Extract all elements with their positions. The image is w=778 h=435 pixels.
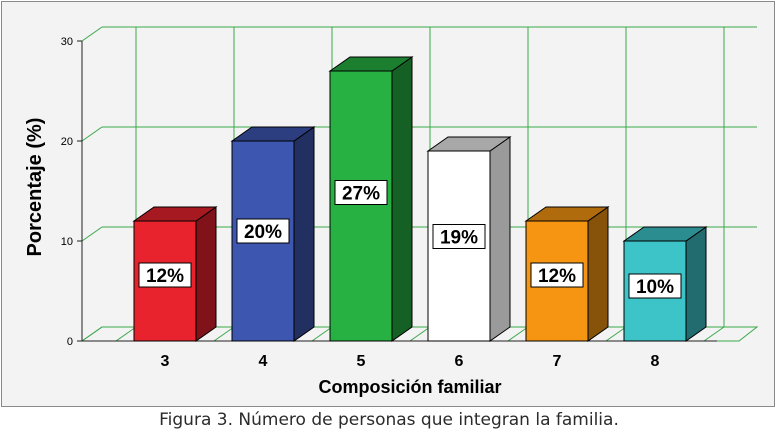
gridline-floor (311, 326, 333, 342)
data-label-box (432, 224, 486, 249)
gridline-side (81, 326, 103, 342)
gridline-side (81, 226, 103, 242)
data-label: 19% (440, 228, 478, 249)
bar-side (293, 126, 315, 342)
x-axis-title: Composición familiar (318, 377, 501, 397)
bar-side (391, 56, 413, 342)
labels-layer: 12% 3 20% 4 27% 5 19% 6 12% 7 10% 8 (138, 180, 682, 370)
gridline-side (81, 126, 103, 142)
y-tick-label: 0 (67, 336, 73, 348)
data-label: 27% (342, 184, 380, 205)
data-label: 20% (244, 222, 282, 243)
gridline-floor (213, 326, 235, 342)
x-tick-label: 8 (651, 353, 660, 370)
chart-frame: 0 10 20 30 12% 3 20% 4 27% 5 19% 6 12% 7 10% 8 Porcent… (1, 1, 775, 407)
y-axis-title: Porcentaje (%) (24, 118, 46, 257)
data-label: 12% (538, 266, 576, 287)
x-tick-label: 5 (357, 353, 366, 370)
x-tick-label: 7 (553, 353, 562, 370)
gridline-floor (703, 326, 725, 342)
bar-side (489, 136, 511, 342)
gridline-side (81, 26, 103, 42)
bar-side (587, 206, 609, 342)
y-tick-label: 20 (61, 136, 73, 148)
data-label-box (138, 262, 192, 288)
gridline-floor (409, 326, 431, 342)
data-label: 10% (636, 277, 674, 298)
data-label-box (236, 218, 290, 244)
data-label-box (628, 273, 682, 299)
x-tick-label: 3 (161, 353, 170, 370)
bar-chart: 0 10 20 30 12% 3 20% 4 27% 5 19% 6 12% 7 10% 8 Porcent… (24, 26, 759, 397)
y-tick-label: 10 (61, 236, 73, 248)
gridline-floor (115, 326, 137, 342)
gridline-floor (605, 326, 627, 342)
bar-side (195, 206, 217, 342)
data-label-box (530, 262, 584, 288)
data-label: 12% (146, 266, 184, 287)
x-tick-label: 4 (259, 353, 268, 370)
y-tick-label: 30 (61, 36, 73, 48)
bar-5 (329, 70, 393, 342)
bar-side (685, 226, 707, 342)
gridline-floor (507, 326, 529, 342)
bars-layer (132, 56, 708, 342)
figure-caption: Figura 3. Número de personas que integra… (159, 410, 619, 430)
x-tick-label: 6 (455, 353, 464, 370)
data-label-box (334, 180, 388, 205)
